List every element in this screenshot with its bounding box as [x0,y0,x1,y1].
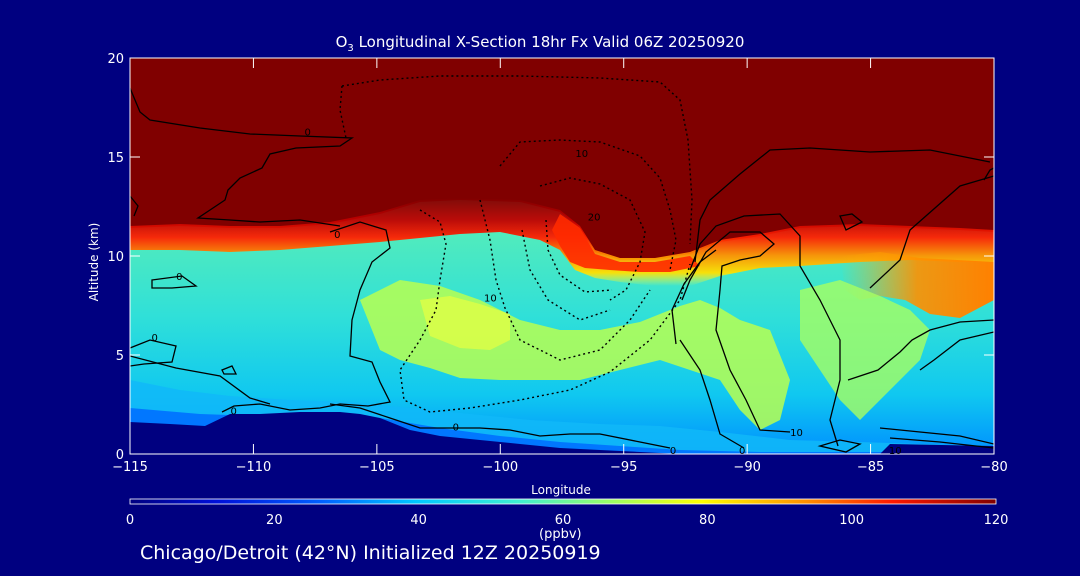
contour-label: 0 [151,333,157,344]
y-tick-label: 5 [116,349,124,364]
contour-solid [879,427,994,445]
y-axis: 0 5 10 15 20 [107,52,994,463]
y-tick-label: 0 [116,448,124,463]
contour-solid [130,339,177,367]
contour-label: 0 [230,406,236,417]
contour-label: 10 [889,446,902,457]
contour-dotted [539,177,646,301]
midlevel-yellow [420,296,510,350]
y-tick-label: 20 [107,52,124,67]
stratosphere-region [130,58,994,260]
tropopause-fold [552,214,700,272]
contour-label: 10 [790,428,803,439]
x-axis: −115 −110 −105 −100 −95 −90 −85 −80 [112,58,1008,475]
x-tick-label: −80 [980,460,1007,475]
contour-solid [839,213,864,231]
east-yellowgreen [800,280,930,420]
contour-label: 0 [334,230,340,241]
colorbar-tick-label: 20 [266,513,283,528]
contour-solid [151,275,198,289]
x-tick-label: −95 [610,460,637,475]
y-axis-label: Altitude (km) [87,223,101,302]
contour-solid [817,439,862,453]
contour-dotted [479,199,651,361]
y-tick-label: 10 [107,250,124,265]
contour-label: 20 [588,212,601,223]
contour-solid [919,331,994,371]
contour-solid [694,147,991,263]
y-tick-label: 15 [107,151,124,166]
contour-dotted [521,229,611,321]
contour-solid [889,437,994,449]
x-tick-label: −110 [236,460,272,475]
x-tick-label: −115 [112,460,148,475]
colorbar-tick-label: 0 [126,513,134,528]
ozone-field [130,58,994,454]
colorbar-tick-label: 40 [410,513,427,528]
colorbar-tick-label: 60 [555,513,572,528]
contour-label: 0 [453,422,459,433]
contour-label: 10 [575,149,588,160]
contour-lines [130,75,994,453]
colorbar-tick-label: 120 [984,513,1009,528]
contour-solid [869,175,994,289]
contour-solid [983,167,994,181]
colorbar-ticks: 0 20 40 60 80 100 120 [126,513,1009,528]
x-tick-label: −90 [733,460,760,475]
x-tick-label: −100 [482,460,518,475]
contour-dotted [545,219,613,293]
contour-label: 10 [484,294,497,305]
contour-label: 0 [670,446,676,457]
colorbar-tick-label: 100 [839,513,864,528]
contour-solid [130,355,271,405]
contour-solid [679,339,745,449]
contour-labels: 0 0 0 0 0 0 10 20 10 10 10 0 0 [151,127,901,457]
contour-label: 0 [739,446,745,457]
chart-title: O3 Longitudinal X-Section 18hr Fx Valid … [335,33,745,54]
colorbar [129,498,997,505]
contour-solid [689,213,841,447]
x-tick-label: −85 [857,460,884,475]
contour-solid [130,87,355,227]
contour-dotted [341,75,693,245]
colorbar-tick-label: 80 [699,513,716,528]
contour-solid [221,221,391,413]
terrain [130,412,994,454]
x-axis-label: Longitude [531,483,591,497]
colorbar-units: (ppbv) [539,527,582,542]
contour-solid [681,231,791,433]
east-orange-region [840,252,994,318]
contour-solid [130,195,139,217]
contour-solid [329,403,671,449]
contour-label: 0 [305,127,311,138]
contour-solid [221,365,238,375]
contour-solid [847,319,994,381]
footer-caption: Chicago/Detroit (42°N) Initialized 12Z 2… [140,542,601,564]
x-tick-label: −105 [359,460,395,475]
contour-label: 0 [176,272,182,283]
